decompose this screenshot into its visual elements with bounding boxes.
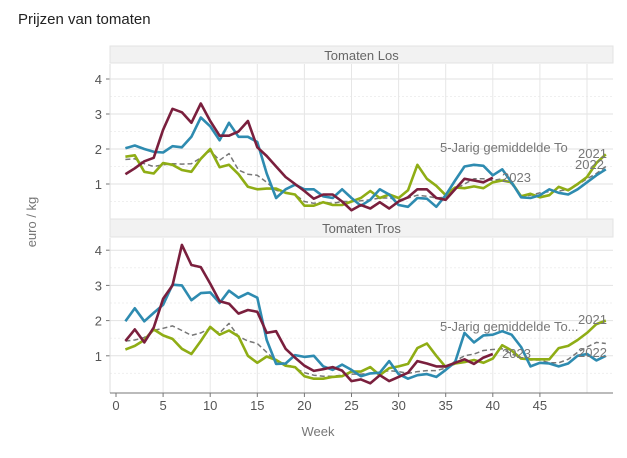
series-label-avg: 5-Jarig gemiddelde To bbox=[440, 140, 568, 155]
facet-title: Tomaten Tros bbox=[322, 221, 401, 236]
x-tick-label: 45 bbox=[533, 398, 547, 413]
facet-strip bbox=[109, 218, 614, 238]
series-line-2023 bbox=[124, 102, 494, 212]
series-line-2023 bbox=[124, 243, 494, 385]
x-tick-label: 30 bbox=[391, 398, 405, 413]
x-tick-label: 25 bbox=[344, 398, 358, 413]
y-tick-label: 4 bbox=[95, 243, 102, 258]
chart-title: Prijzen van tomaten bbox=[18, 11, 151, 28]
series-line-2022 bbox=[125, 116, 607, 209]
y-tick-label: 1 bbox=[95, 349, 102, 364]
series-label-2021: 2021 bbox=[578, 146, 607, 161]
y-tick-label: 2 bbox=[95, 142, 102, 157]
y-tick-label: 3 bbox=[95, 107, 102, 122]
x-axis-title: Week bbox=[302, 424, 335, 439]
y-axis-title: euro / kg bbox=[24, 197, 39, 248]
series-line-2021 bbox=[125, 147, 607, 207]
y-tick-label: 2 bbox=[95, 314, 102, 329]
x-tick-label: 0 bbox=[112, 398, 119, 413]
series-label-2023: 2023 bbox=[502, 170, 531, 185]
x-tick-label: 35 bbox=[438, 398, 452, 413]
y-tick-label: 3 bbox=[95, 278, 102, 293]
series-label-2023: 2023 bbox=[502, 346, 531, 361]
series-label-avg: 5-Jarig gemiddelde To... bbox=[440, 319, 579, 334]
series-label-2022: 2022 bbox=[578, 345, 607, 360]
y-tick-label: 1 bbox=[95, 177, 102, 192]
series-label-2021: 2021 bbox=[578, 312, 607, 327]
x-tick-label: 20 bbox=[297, 398, 311, 413]
x-tick-label: 40 bbox=[486, 398, 500, 413]
series-line-2022 bbox=[124, 283, 607, 381]
facet-strip bbox=[109, 45, 614, 64]
x-tick-label: 10 bbox=[203, 398, 217, 413]
x-tick-label: 5 bbox=[159, 398, 166, 413]
facet-title: Tomaten Los bbox=[324, 48, 399, 63]
x-tick-label: 15 bbox=[250, 398, 264, 413]
series-label-2022: 2022 bbox=[575, 157, 604, 172]
y-tick-label: 4 bbox=[95, 72, 102, 87]
